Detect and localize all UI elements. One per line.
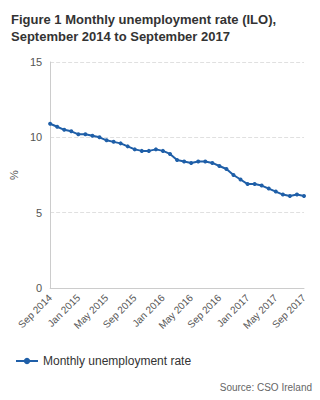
- svg-text:September 2014 to September 20: September 2014 to September 2017: [11, 29, 230, 44]
- svg-text:Jan 2017: Jan 2017: [214, 292, 252, 329]
- svg-text:Sep 2016: Sep 2016: [185, 292, 224, 331]
- svg-text:Sep 2014: Sep 2014: [16, 292, 54, 331]
- svg-text:Source: CSO Ireland: Source: CSO Ireland: [220, 382, 312, 393]
- svg-text:May 2015: May 2015: [71, 292, 111, 331]
- svg-text:Jan 2016: Jan 2016: [130, 292, 167, 329]
- svg-text:0: 0: [36, 282, 42, 294]
- svg-text:Figure 1 Monthly unemployment: Figure 1 Monthly unemployment rate (ILO)…: [11, 12, 280, 27]
- svg-text:May 2016: May 2016: [156, 292, 196, 331]
- svg-text:10: 10: [30, 131, 42, 143]
- svg-text:%: %: [8, 170, 20, 180]
- svg-text:Jan 2015: Jan 2015: [45, 292, 83, 329]
- svg-text:5: 5: [36, 207, 42, 219]
- svg-text:Sep 2017: Sep 2017: [270, 292, 308, 330]
- svg-text:15: 15: [30, 56, 42, 68]
- svg-text:Sep 2015: Sep 2015: [100, 292, 139, 331]
- svg-text:May 2017: May 2017: [240, 292, 280, 331]
- svg-text:Monthly unemployment rate: Monthly unemployment rate: [43, 354, 191, 368]
